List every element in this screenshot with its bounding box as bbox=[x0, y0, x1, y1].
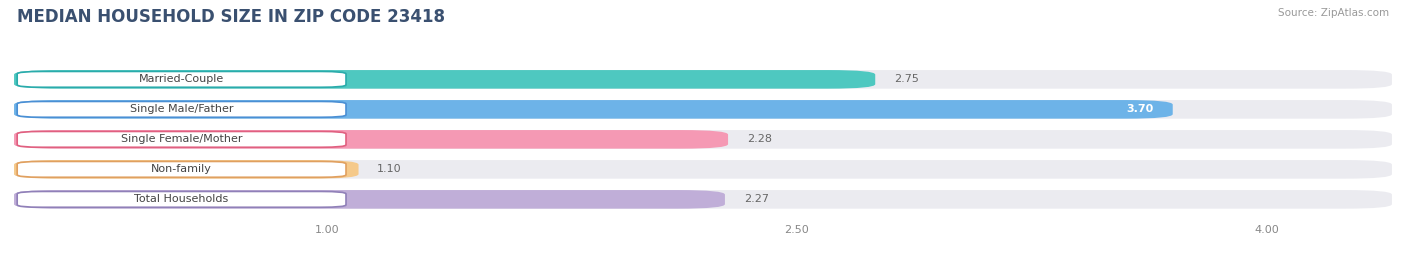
FancyBboxPatch shape bbox=[14, 130, 1392, 149]
FancyBboxPatch shape bbox=[17, 102, 346, 117]
FancyBboxPatch shape bbox=[14, 100, 1392, 119]
Text: 2.28: 2.28 bbox=[747, 134, 772, 144]
Text: Single Male/Father: Single Male/Father bbox=[129, 104, 233, 114]
FancyBboxPatch shape bbox=[14, 130, 728, 149]
FancyBboxPatch shape bbox=[14, 70, 1392, 89]
Text: Married-Couple: Married-Couple bbox=[139, 74, 224, 84]
FancyBboxPatch shape bbox=[14, 190, 725, 209]
FancyBboxPatch shape bbox=[17, 161, 346, 177]
FancyBboxPatch shape bbox=[14, 160, 359, 179]
FancyBboxPatch shape bbox=[14, 160, 1392, 179]
Text: 2.27: 2.27 bbox=[744, 194, 769, 204]
FancyBboxPatch shape bbox=[17, 191, 346, 207]
FancyBboxPatch shape bbox=[17, 72, 346, 87]
Text: Non-family: Non-family bbox=[152, 164, 212, 174]
FancyBboxPatch shape bbox=[14, 100, 1173, 119]
Text: MEDIAN HOUSEHOLD SIZE IN ZIP CODE 23418: MEDIAN HOUSEHOLD SIZE IN ZIP CODE 23418 bbox=[17, 8, 444, 26]
Text: Source: ZipAtlas.com: Source: ZipAtlas.com bbox=[1278, 8, 1389, 18]
Text: Single Female/Mother: Single Female/Mother bbox=[121, 134, 242, 144]
Text: 1.10: 1.10 bbox=[377, 164, 402, 174]
FancyBboxPatch shape bbox=[14, 70, 875, 89]
FancyBboxPatch shape bbox=[17, 132, 346, 147]
FancyBboxPatch shape bbox=[14, 190, 1392, 209]
Text: Total Households: Total Households bbox=[135, 194, 229, 204]
Text: 3.70: 3.70 bbox=[1126, 104, 1154, 114]
Text: 2.75: 2.75 bbox=[894, 74, 920, 84]
